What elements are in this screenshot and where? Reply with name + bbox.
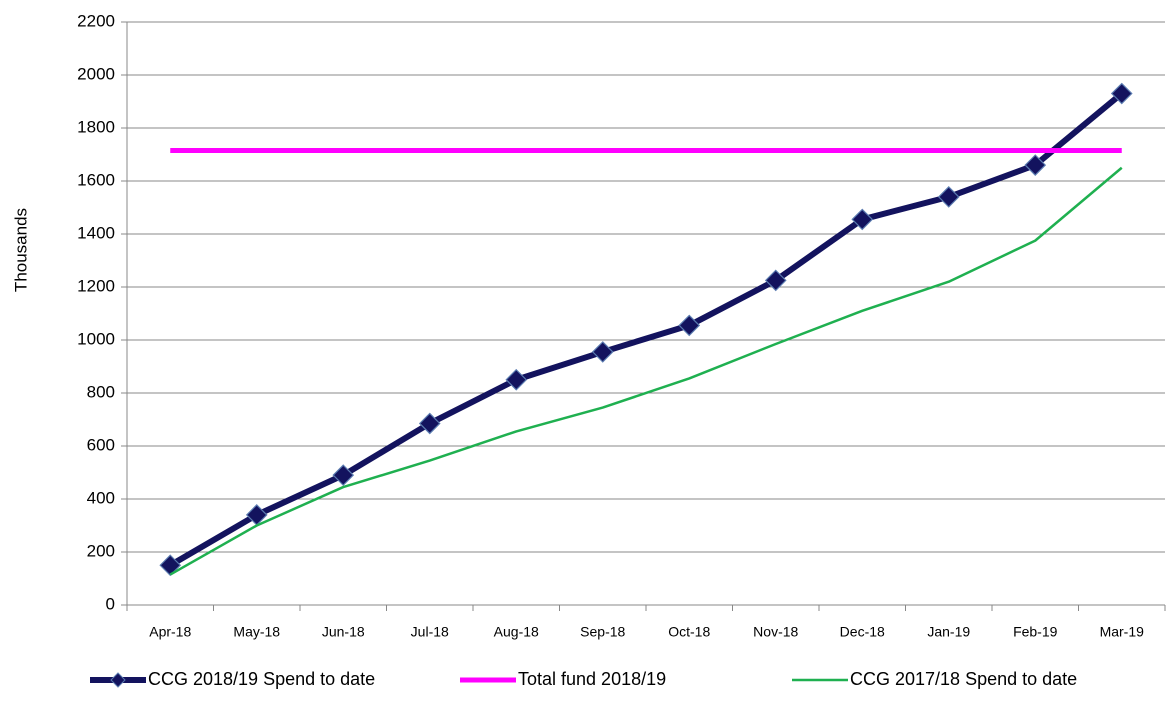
marker <box>1110 82 1133 105</box>
legend-label: CCG 2017/18 Spend to date <box>850 669 1077 689</box>
x-tick-label: Aug-18 <box>494 624 539 640</box>
series-line <box>168 91 1124 568</box>
marker <box>1024 154 1047 176</box>
y-tick-label: 600 <box>87 435 115 454</box>
marker <box>851 208 874 231</box>
y-tick-label: 0 <box>106 594 115 613</box>
x-tick-label: Oct-18 <box>668 624 710 640</box>
y-tick-label: 400 <box>87 488 115 507</box>
y-axis-label: Thousands <box>11 208 30 292</box>
y-tick-label: 1200 <box>77 276 115 295</box>
marker <box>159 554 182 577</box>
marker <box>764 269 787 292</box>
y-tick-label: 1800 <box>77 117 115 136</box>
marker <box>505 368 528 391</box>
y-tick-label: 800 <box>87 382 115 401</box>
y-tick-label: 1000 <box>77 329 115 348</box>
legend-label: Total fund 2018/19 <box>518 669 666 689</box>
marker <box>418 412 441 435</box>
marker <box>937 186 960 208</box>
x-tick-label: May-18 <box>233 624 280 640</box>
y-tick-label: 1400 <box>77 223 115 242</box>
marker <box>678 314 701 337</box>
y-tick-label: 2200 <box>77 11 115 30</box>
x-tick-label: Sep-18 <box>580 624 625 640</box>
x-tick-label: Dec-18 <box>840 624 885 640</box>
y-tick-label: 2000 <box>77 64 115 83</box>
x-tick-label: Jun-18 <box>322 624 365 640</box>
x-tick-label: Mar-19 <box>1100 624 1145 640</box>
marker <box>332 464 355 486</box>
marker <box>591 341 614 363</box>
x-tick-label: Nov-18 <box>753 624 798 640</box>
x-tick-label: Apr-18 <box>149 624 191 640</box>
x-tick-label: Jul-18 <box>411 624 449 640</box>
x-tick-label: Jan-19 <box>927 624 970 640</box>
y-tick-label: 1600 <box>77 170 115 189</box>
legend-label: CCG 2018/19 Spend to date <box>148 669 375 689</box>
series-line <box>169 166 1123 576</box>
legend-marker <box>110 672 126 688</box>
y-tick-label: 200 <box>87 541 115 560</box>
x-tick-label: Feb-19 <box>1013 624 1058 640</box>
